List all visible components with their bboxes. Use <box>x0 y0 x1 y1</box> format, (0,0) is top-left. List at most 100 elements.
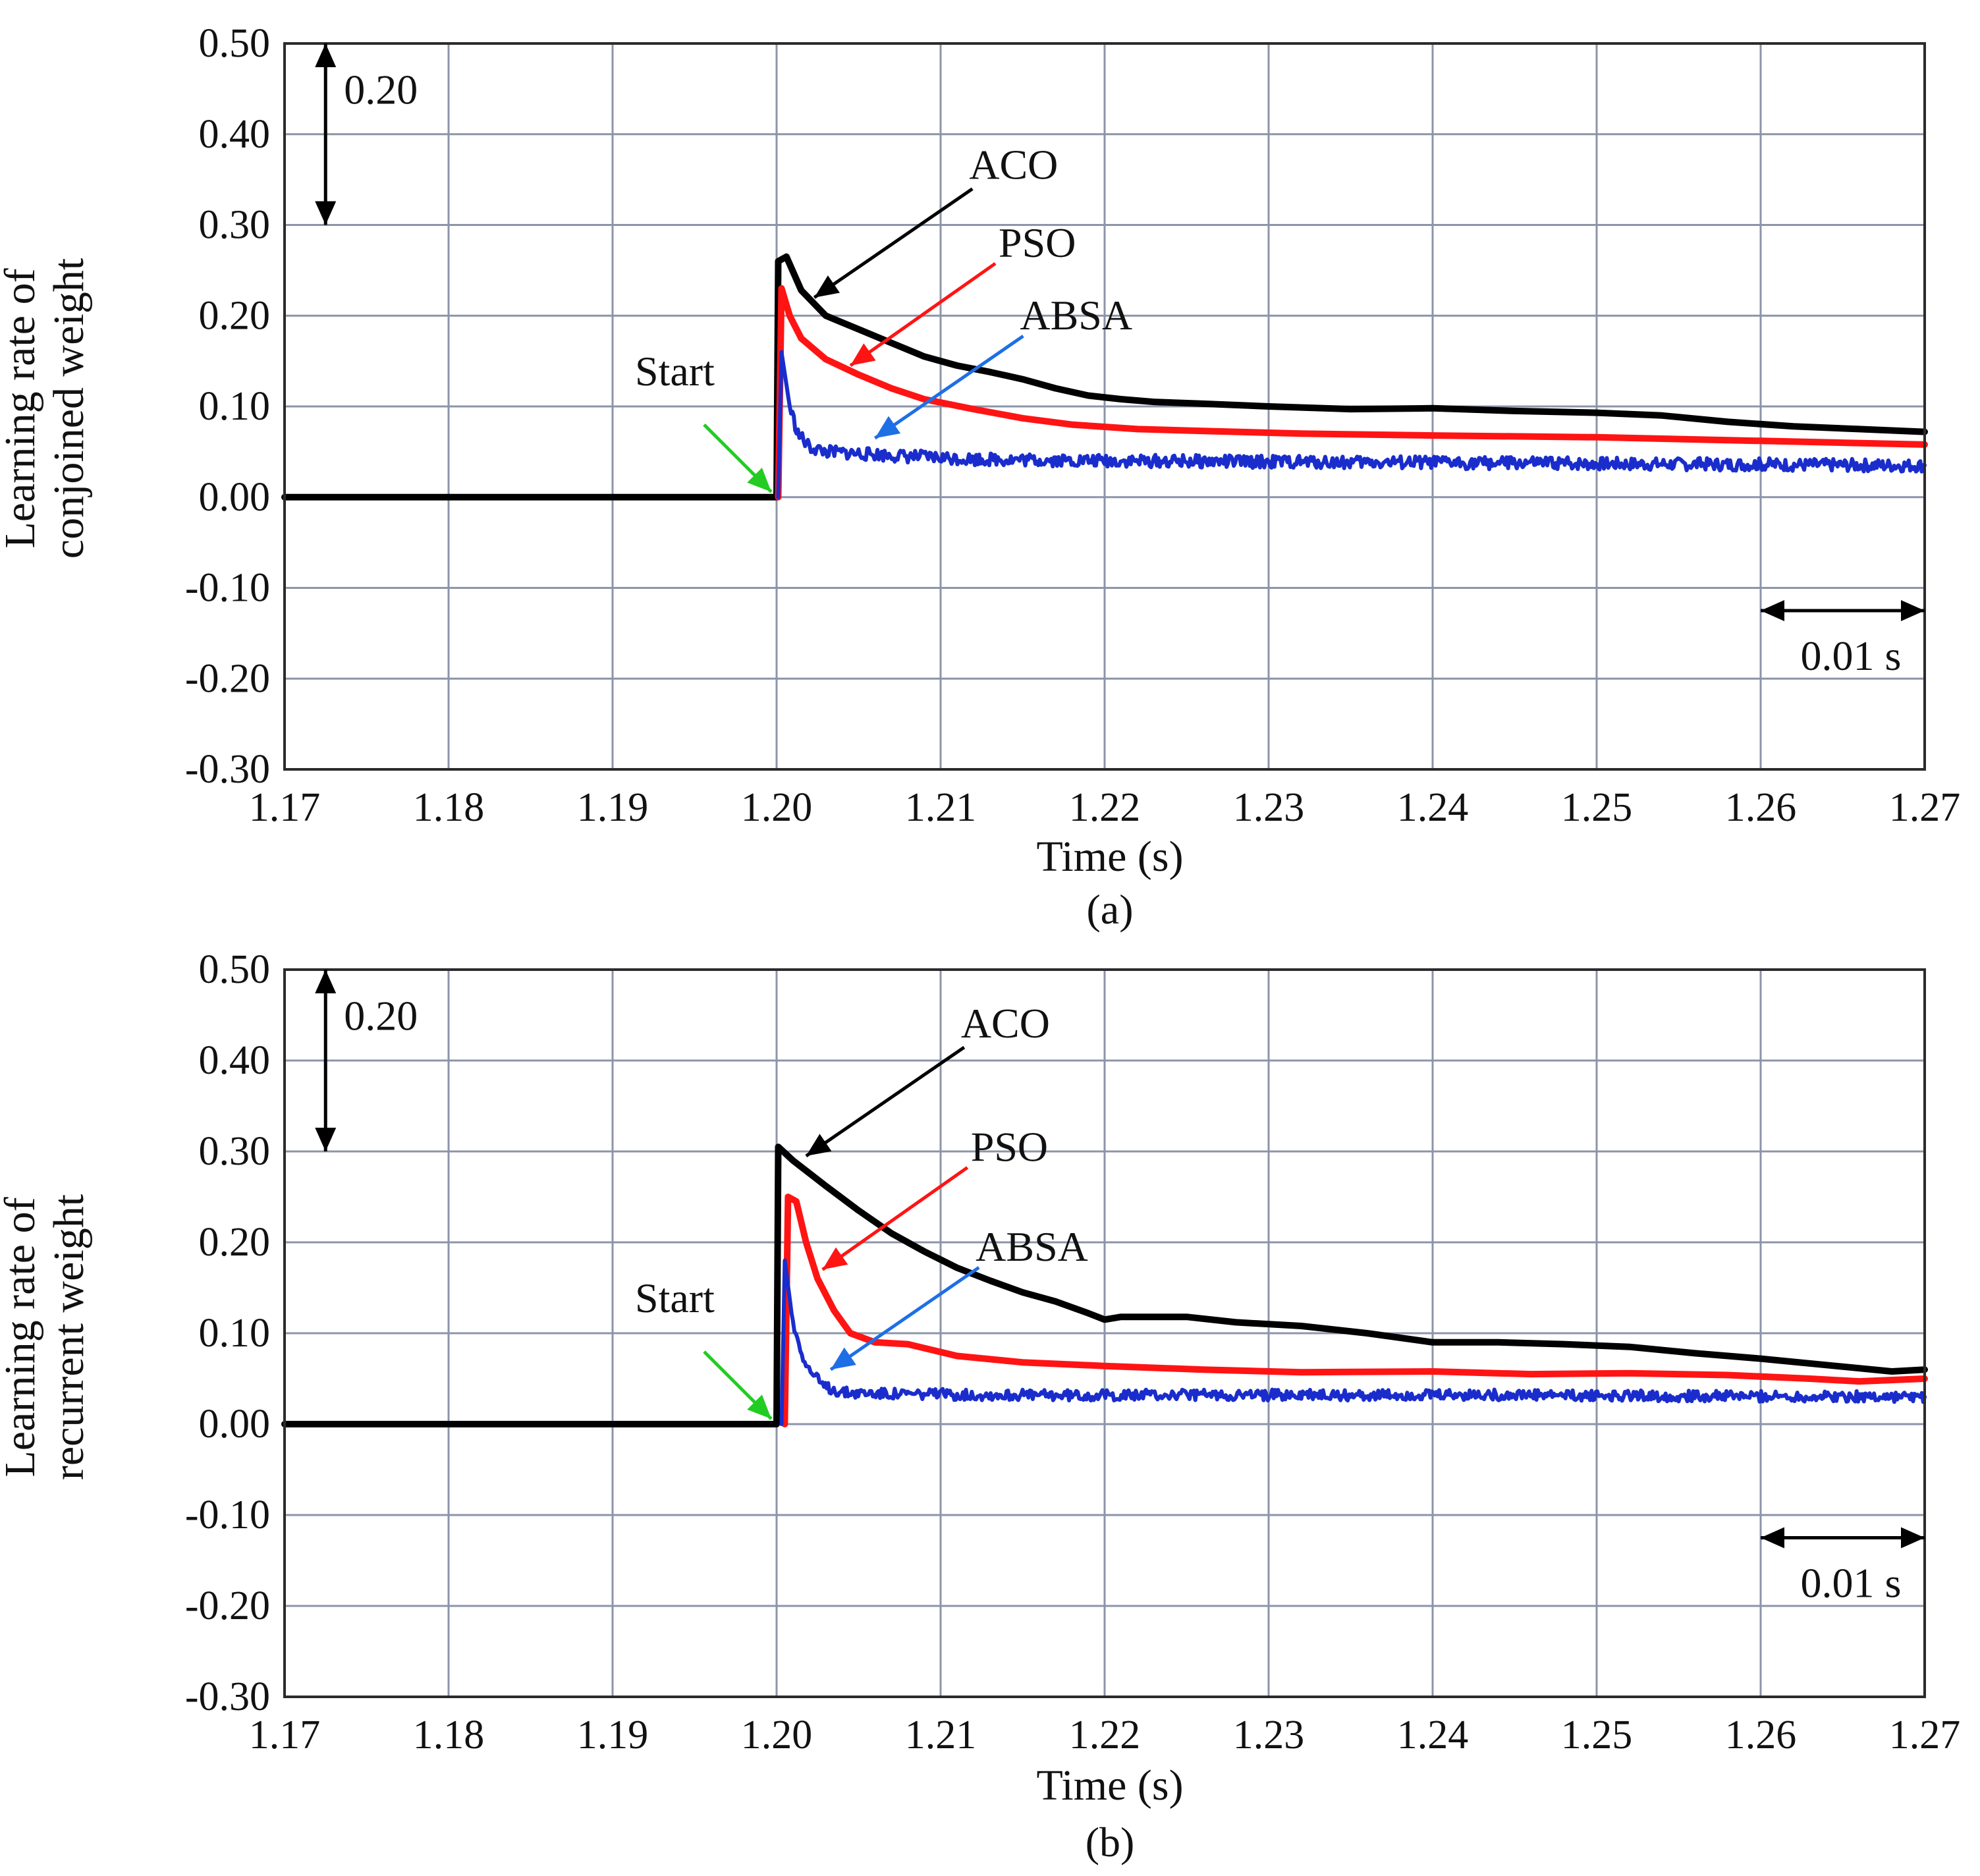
vertical-scale-arrow-b-head <box>315 1128 337 1151</box>
x-tick-label: 1.25 <box>1561 1713 1633 1757</box>
series-line-absa <box>776 350 1927 499</box>
aco-arrow-head <box>814 275 840 298</box>
vertical-scale-label: 0.20 <box>344 993 418 1039</box>
x-axis-title: Time (s) <box>1036 1761 1183 1809</box>
pso-arrow-shaft <box>849 262 997 368</box>
y-tick-label: -0.20 <box>185 1584 270 1628</box>
pso-label: PSO <box>999 219 1076 266</box>
aco-arrow <box>813 187 974 299</box>
series-line-pso <box>781 1194 1928 1427</box>
y-tick-label: 0.20 <box>199 1220 271 1265</box>
x-tick-label: 1.18 <box>413 785 485 830</box>
horizontal-scale-arrow-a <box>1761 599 1843 621</box>
x-tick-label: 1.22 <box>1069 785 1141 830</box>
y-tick-label: 0.10 <box>199 1311 271 1356</box>
absa-arrow-head <box>831 1347 856 1370</box>
horizontal-scale-label: 0.01 s <box>1800 632 1901 679</box>
x-axis-title: Time (s) <box>1036 833 1183 881</box>
x-tick-label: 1.26 <box>1725 1713 1797 1757</box>
y-axis-title-line: recurrent weight <box>45 1194 93 1480</box>
panel-b: 1.17 1.18 1.19 1.20 1.21 1.22 1.23 1.24 1.25 1.26… <box>0 947 1960 1865</box>
y-tick-label: 0.10 <box>199 384 271 429</box>
x-tick-label: 1.27 <box>1889 1713 1961 1757</box>
aco-arrow <box>805 1045 966 1157</box>
x-tick-label: 1.19 <box>577 1713 649 1757</box>
y-tick-label: 0.40 <box>199 1038 271 1083</box>
absa-label: ABSA <box>1020 292 1132 339</box>
series-line-aco <box>281 1144 1928 1427</box>
vertical-scale-arrow-b <box>315 1061 337 1151</box>
aco-arrow-shaft <box>805 1045 966 1157</box>
horizontal-scale-arrow-b-head <box>1901 599 1925 621</box>
x-tick-label: 1.24 <box>1397 1713 1469 1757</box>
y-tick-label: -0.30 <box>185 1674 270 1719</box>
pso-arrow <box>821 1166 969 1271</box>
series-line-pso <box>775 285 1928 501</box>
vertical-scale-arrow-a <box>315 970 337 1061</box>
pso-label: PSO <box>971 1123 1048 1170</box>
start-arrow <box>703 423 773 493</box>
vertical-scale-arrow-a-head <box>315 43 337 67</box>
y-axis-title: Learning rate ofrecurrent weight <box>0 1194 93 1480</box>
plot-frame <box>283 42 1926 771</box>
y-tick-label: 0.50 <box>199 947 271 992</box>
y-axis-title: Learning rate ofconjoined weight <box>0 258 93 559</box>
vertical-scale-arrow-a-head <box>315 970 337 993</box>
start-arrow-head <box>747 467 771 492</box>
panel-caption: (a) <box>1086 886 1133 933</box>
series-line-aco <box>281 253 1928 501</box>
absa-arrow <box>829 1266 980 1371</box>
x-tick-label: 1.17 <box>249 785 321 830</box>
start-arrow <box>703 1350 773 1420</box>
horizontal-scale-arrow-b <box>1842 1527 1925 1549</box>
aco-arrow-shaft <box>813 187 974 299</box>
x-tick-label: 1.20 <box>741 1713 813 1757</box>
y-tick-label: -0.10 <box>185 566 270 611</box>
pso-arrow-head <box>850 343 876 366</box>
pso-arrow-head <box>822 1247 848 1270</box>
x-tick-label: 1.23 <box>1233 1713 1305 1757</box>
plot-frame <box>283 968 1926 1698</box>
vertical-scale-arrow-b-head <box>315 201 337 225</box>
series-line-absa <box>779 1258 1927 1426</box>
x-tick-label: 1.22 <box>1069 1713 1141 1757</box>
absa-arrow <box>873 335 1024 440</box>
x-tick-label: 1.19 <box>577 785 649 830</box>
y-tick-label: 0.00 <box>199 1402 271 1447</box>
vertical-scale-label: 0.20 <box>344 67 418 113</box>
horizontal-scale-label: 0.01 s <box>1800 1560 1901 1607</box>
y-tick-label: -0.20 <box>185 656 270 701</box>
aco-arrow-head <box>806 1134 832 1156</box>
y-tick-label: 0.40 <box>199 112 271 157</box>
x-tick-label: 1.20 <box>741 785 813 830</box>
x-tick-label: 1.18 <box>413 1713 485 1757</box>
absa-arrow-shaft <box>829 1266 980 1371</box>
vertical-scale-arrow-a <box>315 43 337 134</box>
y-tick-label: -0.30 <box>185 747 270 792</box>
absa-label: ABSA <box>976 1223 1088 1270</box>
x-tick-label: 1.24 <box>1397 785 1469 830</box>
absa-arrow-shaft <box>873 335 1024 440</box>
horizontal-scale-arrow-a-head <box>1761 599 1784 621</box>
y-axis-title-line: conjoined weight <box>45 258 93 559</box>
y-tick-label: -0.10 <box>185 1493 270 1537</box>
y-tick-label: 0.50 <box>199 21 271 66</box>
x-tick-label: 1.21 <box>905 785 977 830</box>
panel-a: 1.17 1.18 1.19 1.20 1.21 1.22 1.23 1.24 1.25 1.26… <box>0 21 1960 933</box>
panel-caption: (b) <box>1086 1819 1135 1865</box>
pso-arrow <box>849 262 997 368</box>
x-tick-label: 1.27 <box>1889 785 1961 830</box>
start-label: Start <box>635 348 715 395</box>
horizontal-scale-arrow-b <box>1842 599 1925 621</box>
y-axis-title-line: Learning rate of <box>0 268 44 548</box>
x-tick-label: 1.26 <box>1725 785 1797 830</box>
pso-arrow-shaft <box>821 1166 969 1271</box>
y-axis-title-line: Learning rate of <box>0 1197 44 1477</box>
y-tick-label: 0.30 <box>199 1129 271 1174</box>
start-arrow-head <box>747 1394 771 1419</box>
x-tick-label: 1.17 <box>249 1713 321 1757</box>
y-tick-label: 0.00 <box>199 475 271 520</box>
horizontal-scale-arrow-b-head <box>1901 1527 1925 1549</box>
